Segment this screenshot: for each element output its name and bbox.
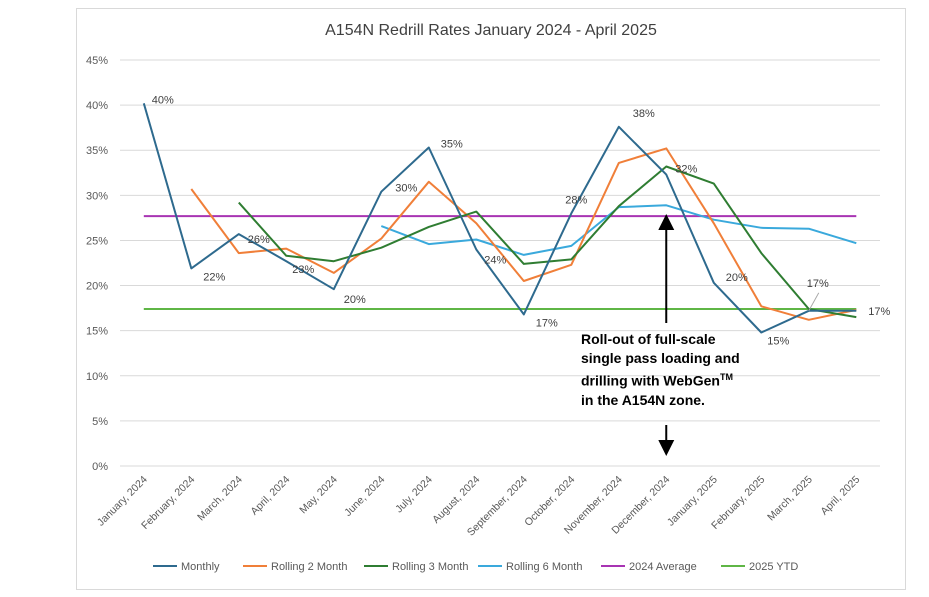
series-line-rolling-3-month bbox=[238, 165, 857, 319]
annotation-line-1: Roll-out of full-scale bbox=[581, 331, 716, 347]
y-tick-label: 10% bbox=[86, 371, 108, 383]
x-tick-label: June, 2024 bbox=[342, 474, 387, 519]
series-line-monthly bbox=[142, 103, 857, 334]
x-tick-label: March, 2024 bbox=[195, 474, 245, 524]
x-tick-label: April, 2025 bbox=[818, 474, 862, 518]
series-line-rolling-2-month bbox=[190, 147, 857, 321]
annotation-line-4: in the A154N zone. bbox=[581, 391, 705, 408]
x-tick-label: March, 2025 bbox=[765, 474, 815, 524]
data-label: 28% bbox=[565, 194, 587, 206]
gridlines bbox=[120, 59, 880, 467]
y-tick-label: 45% bbox=[86, 55, 108, 67]
legend-label: 2025 YTD bbox=[749, 561, 798, 573]
data-label: 20% bbox=[344, 294, 366, 306]
annotation-line-2: single pass loading and bbox=[581, 350, 740, 366]
legend-label: Monthly bbox=[181, 561, 220, 573]
annotation-text: Roll-out of full-scale single pass loadi… bbox=[581, 330, 801, 410]
data-label: 17% bbox=[868, 306, 890, 318]
data-labels: 40% 22% 26% 23% 20% 30% 35% 24% 17% 28% 38% 32% 20% 1… bbox=[152, 94, 891, 347]
data-label: 32% bbox=[675, 164, 697, 176]
y-tick-label: 25% bbox=[86, 235, 108, 247]
series-lines bbox=[142, 103, 857, 334]
data-label: 17% bbox=[536, 317, 558, 329]
legend: Monthly Rolling 2 Month Rolling 3 Month Rol… bbox=[153, 561, 798, 573]
data-label: 40% bbox=[152, 94, 174, 106]
y-tick-label: 20% bbox=[86, 281, 108, 293]
data-label: 23% bbox=[292, 264, 314, 276]
y-tick-label: 40% bbox=[86, 100, 108, 112]
legend-label: Rolling 6 Month bbox=[506, 561, 582, 573]
y-tick-label: 5% bbox=[92, 416, 108, 428]
chart-title: A154N Redrill Rates January 2024 - April… bbox=[325, 22, 657, 39]
y-tick-label: 0% bbox=[92, 461, 108, 473]
data-label: 17% bbox=[807, 278, 829, 290]
trademark-mark: TM bbox=[719, 372, 733, 382]
data-label: 30% bbox=[395, 183, 417, 195]
y-tick-label: 30% bbox=[86, 190, 108, 202]
series-line-rolling-6-month bbox=[380, 204, 857, 256]
annotation-line-3-text: drilling with WebGen bbox=[581, 372, 720, 389]
x-tick-label: August, 2024 bbox=[430, 474, 482, 526]
data-label: 15% bbox=[767, 335, 789, 347]
y-axis: 0% 5% 10% 15% 20% 25% 30% 35% 40% 45% bbox=[86, 55, 108, 473]
x-tick-label: July, 2024 bbox=[393, 474, 435, 516]
data-label: 24% bbox=[484, 254, 506, 266]
data-label: 20% bbox=[726, 272, 748, 284]
data-label: 35% bbox=[441, 139, 463, 151]
data-label: 38% bbox=[633, 108, 655, 120]
legend-label: 2024 Average bbox=[629, 561, 697, 573]
data-label: 26% bbox=[248, 234, 270, 246]
data-label-leader bbox=[808, 292, 820, 312]
data-label: 22% bbox=[203, 271, 225, 283]
annotation-line-3: drilling with WebGenTM bbox=[581, 368, 801, 391]
y-tick-label: 15% bbox=[86, 326, 108, 338]
legend-label: Rolling 3 Month bbox=[392, 561, 468, 573]
x-tick-label: May, 2024 bbox=[297, 474, 340, 517]
y-tick-label: 35% bbox=[86, 145, 108, 157]
legend-label: Rolling 2 Month bbox=[271, 561, 347, 573]
x-tick-label: April, 2024 bbox=[248, 474, 292, 518]
